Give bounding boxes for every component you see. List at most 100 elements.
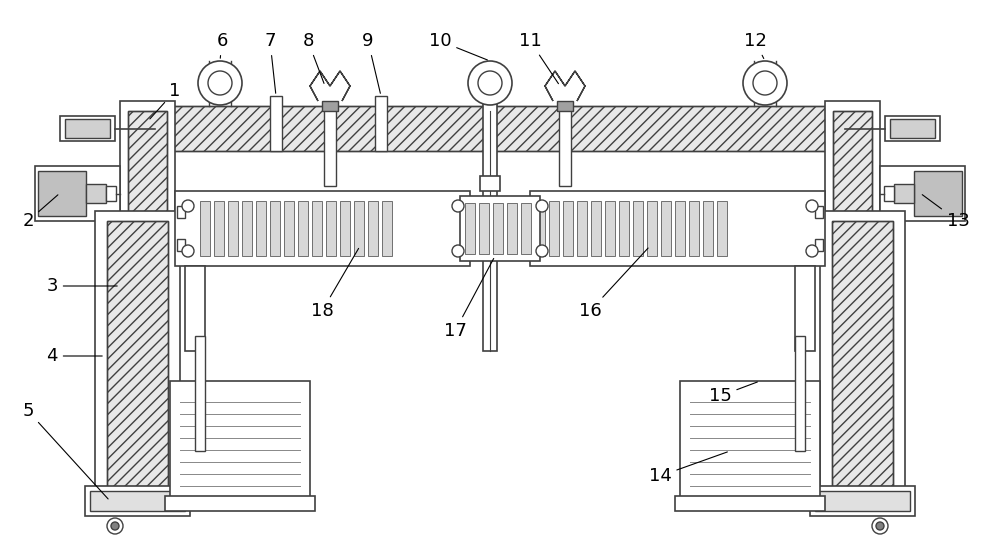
Bar [557,101,573,111]
Polygon shape [310,71,350,101]
Bar [214,201,224,256]
Bar [914,171,962,216]
Bar [815,239,823,251]
Bar [120,101,175,501]
Bar [633,201,643,256]
Bar [703,201,713,256]
Bar [661,201,671,256]
Text: 13: 13 [922,195,969,230]
Bar [177,239,185,251]
Bar [65,119,110,138]
Bar [270,201,280,256]
Bar [936,172,939,215]
Bar [326,201,336,256]
Text: 11: 11 [519,32,558,84]
Text: 6: 6 [216,32,228,58]
Bar [479,203,489,254]
Circle shape [806,200,818,212]
Bar [60,116,115,141]
Bar [106,186,116,201]
Circle shape [806,245,818,257]
Circle shape [536,245,548,257]
Text: 10: 10 [429,32,487,60]
Bar [815,206,823,218]
Bar [921,172,924,215]
Circle shape [478,71,502,95]
Bar [795,336,805,451]
Circle shape [743,61,787,105]
Circle shape [198,61,242,105]
Bar [256,201,266,256]
Bar [312,201,322,256]
Bar [563,201,573,256]
Text: 5: 5 [22,402,108,499]
Bar [200,201,210,256]
Polygon shape [175,386,305,496]
Bar [128,111,167,491]
Circle shape [872,518,888,534]
Bar [40,172,43,215]
Polygon shape [545,71,585,101]
Circle shape [468,61,512,105]
Bar [45,172,48,215]
Bar [530,191,825,266]
Bar [70,172,73,215]
Bar [825,101,880,501]
Bar [946,172,949,215]
Text: 9: 9 [362,32,380,93]
Bar [591,201,601,256]
Text: 14: 14 [649,452,727,485]
Bar [155,106,845,151]
Bar [890,119,935,138]
Bar [340,201,350,256]
Bar [894,184,914,203]
Bar [832,221,893,491]
Bar [483,91,497,351]
Bar [95,211,180,501]
Circle shape [182,200,194,212]
Circle shape [208,71,232,95]
Circle shape [753,71,777,95]
Bar [242,201,252,256]
Bar [155,106,845,151]
Bar [50,172,53,215]
Bar [717,201,727,256]
Text: 1: 1 [150,82,181,119]
Text: 3: 3 [46,277,117,295]
Bar [549,201,559,256]
Bar [880,166,965,221]
Bar [368,201,378,256]
Bar [55,172,58,215]
Bar [270,96,282,151]
Circle shape [876,522,884,530]
Bar [926,172,929,215]
Text: 17: 17 [444,258,494,340]
Bar [165,496,315,511]
Text: 15: 15 [709,382,757,405]
Circle shape [107,518,123,534]
Bar [375,96,387,151]
Bar [382,201,392,256]
Bar [689,201,699,256]
Circle shape [452,245,464,257]
Bar [493,203,503,254]
Bar [675,496,825,511]
Text: 18: 18 [311,249,359,320]
Bar [810,486,915,516]
Circle shape [452,200,464,212]
Bar [86,184,106,203]
Bar [284,201,294,256]
Bar [675,201,685,256]
Bar [680,381,820,501]
Bar [195,336,205,451]
Text: 8: 8 [302,32,324,83]
Bar [75,172,78,215]
Bar [354,201,364,256]
Text: 2: 2 [22,195,58,230]
Bar [170,381,310,501]
Bar [107,221,168,491]
Bar [833,111,872,491]
Bar [228,201,238,256]
Bar [185,266,205,351]
Bar [60,172,63,215]
